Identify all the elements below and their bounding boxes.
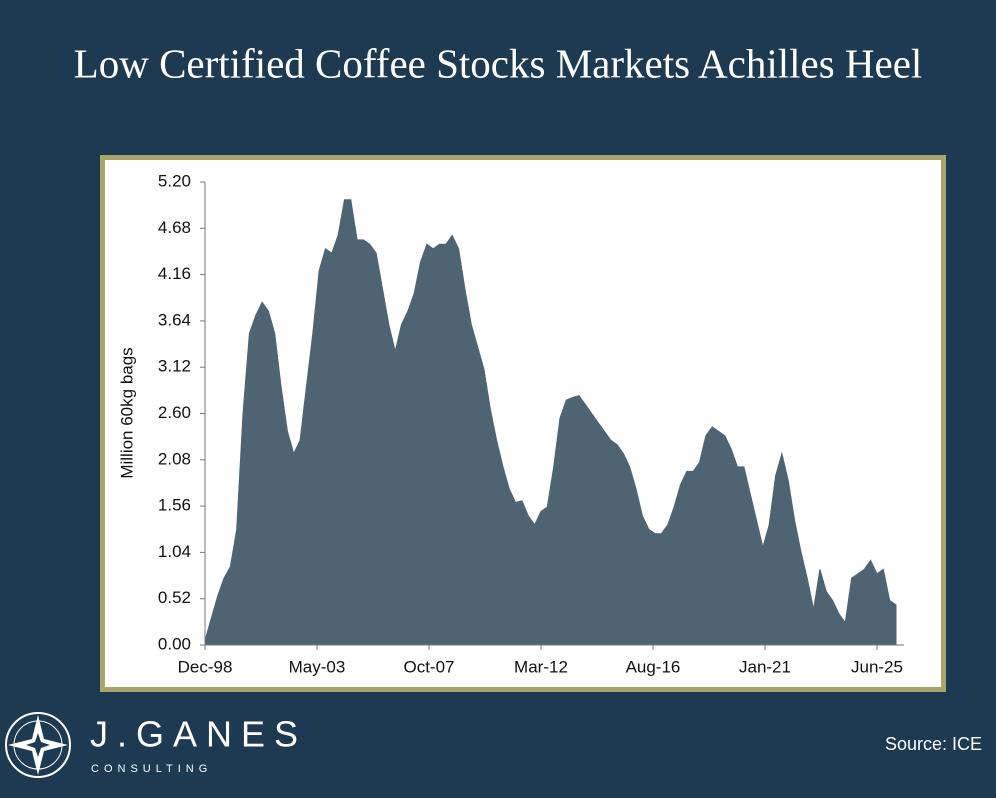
y-tick-label: 0.00 [158,634,191,653]
y-tick-label: 2.60 [158,403,191,422]
area [204,199,897,646]
source-note: Source: ICE [885,734,982,754]
logo-tagline: CONSULTING [91,763,212,775]
logo-name: J.GANES [90,714,307,755]
x-tick-label: Jan-21 [739,657,791,676]
x-tick-label: Mar-12 [514,657,568,676]
y-tick-label: 3.12 [158,357,191,376]
y-axis-label: Million 60kg bags [117,347,136,478]
y-tick-label: 0.52 [158,588,191,607]
logo [5,712,71,778]
x-tick-label: May-03 [289,657,346,676]
y-tick-label: 4.68 [158,218,191,237]
y-tick-label: 4.16 [158,264,191,283]
logo-ring [5,712,71,778]
page-title: Low Certified Coffee Stocks Markets Achi… [74,40,923,86]
x-tick-label: Dec-98 [178,657,233,676]
x-tick-label: Aug-16 [626,657,681,676]
y-tick-label: 2.08 [158,449,191,468]
x-tick-label: Jun-25 [851,657,903,676]
y-tick-label: 1.04 [158,542,191,561]
logo-star-inner [26,733,50,757]
y-tick-label: 1.56 [158,496,191,515]
x-tick-label: Oct-07 [403,657,454,676]
y-tick-label: 3.64 [158,310,191,329]
y-tick-label: 5.20 [158,171,191,190]
